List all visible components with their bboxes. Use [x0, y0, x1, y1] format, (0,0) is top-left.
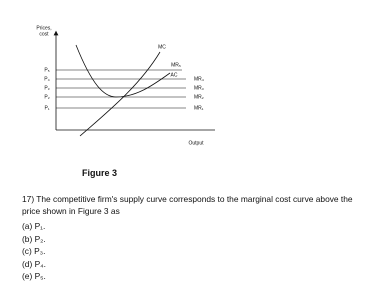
price-label: P₃: [44, 85, 49, 91]
y-axis-label: Prices,: [36, 25, 51, 31]
ac-label: AC: [171, 72, 178, 78]
answer-option: (a) P₁.: [22, 221, 46, 231]
question-text: 17) The competitive firm's supply curve …: [22, 194, 353, 216]
mr-label: MR₁: [194, 105, 204, 111]
mc-label: MC: [158, 44, 166, 50]
mc-curve: [79, 51, 161, 137]
mr-label: MR₄: [194, 76, 204, 82]
ac-curve: [75, 44, 171, 98]
answer-option: (b) P₂.: [22, 233, 46, 244]
price-label: P₁: [44, 105, 49, 111]
answer-option: (c) P₃.: [22, 246, 46, 256]
mr-label: MR₃: [194, 85, 204, 91]
answer-option: (e) P₅.: [22, 271, 46, 281]
price-label: P₄: [44, 76, 49, 82]
price-label: P₂: [44, 94, 49, 100]
y-axis-label: cost: [39, 31, 49, 37]
figure-caption: Figure 3: [82, 168, 118, 178]
price-label: P₅: [44, 67, 49, 73]
figure: Prices, cost MC AC Output P₅ MR₅ P₄ MR₄ P₃ MR…: [36, 25, 215, 146]
answer-option: (d) P₄.: [22, 258, 46, 269]
x-axis-label: Output: [188, 140, 204, 146]
mr-label: MR₅: [171, 62, 181, 68]
mr-label: MR₂: [194, 94, 204, 100]
